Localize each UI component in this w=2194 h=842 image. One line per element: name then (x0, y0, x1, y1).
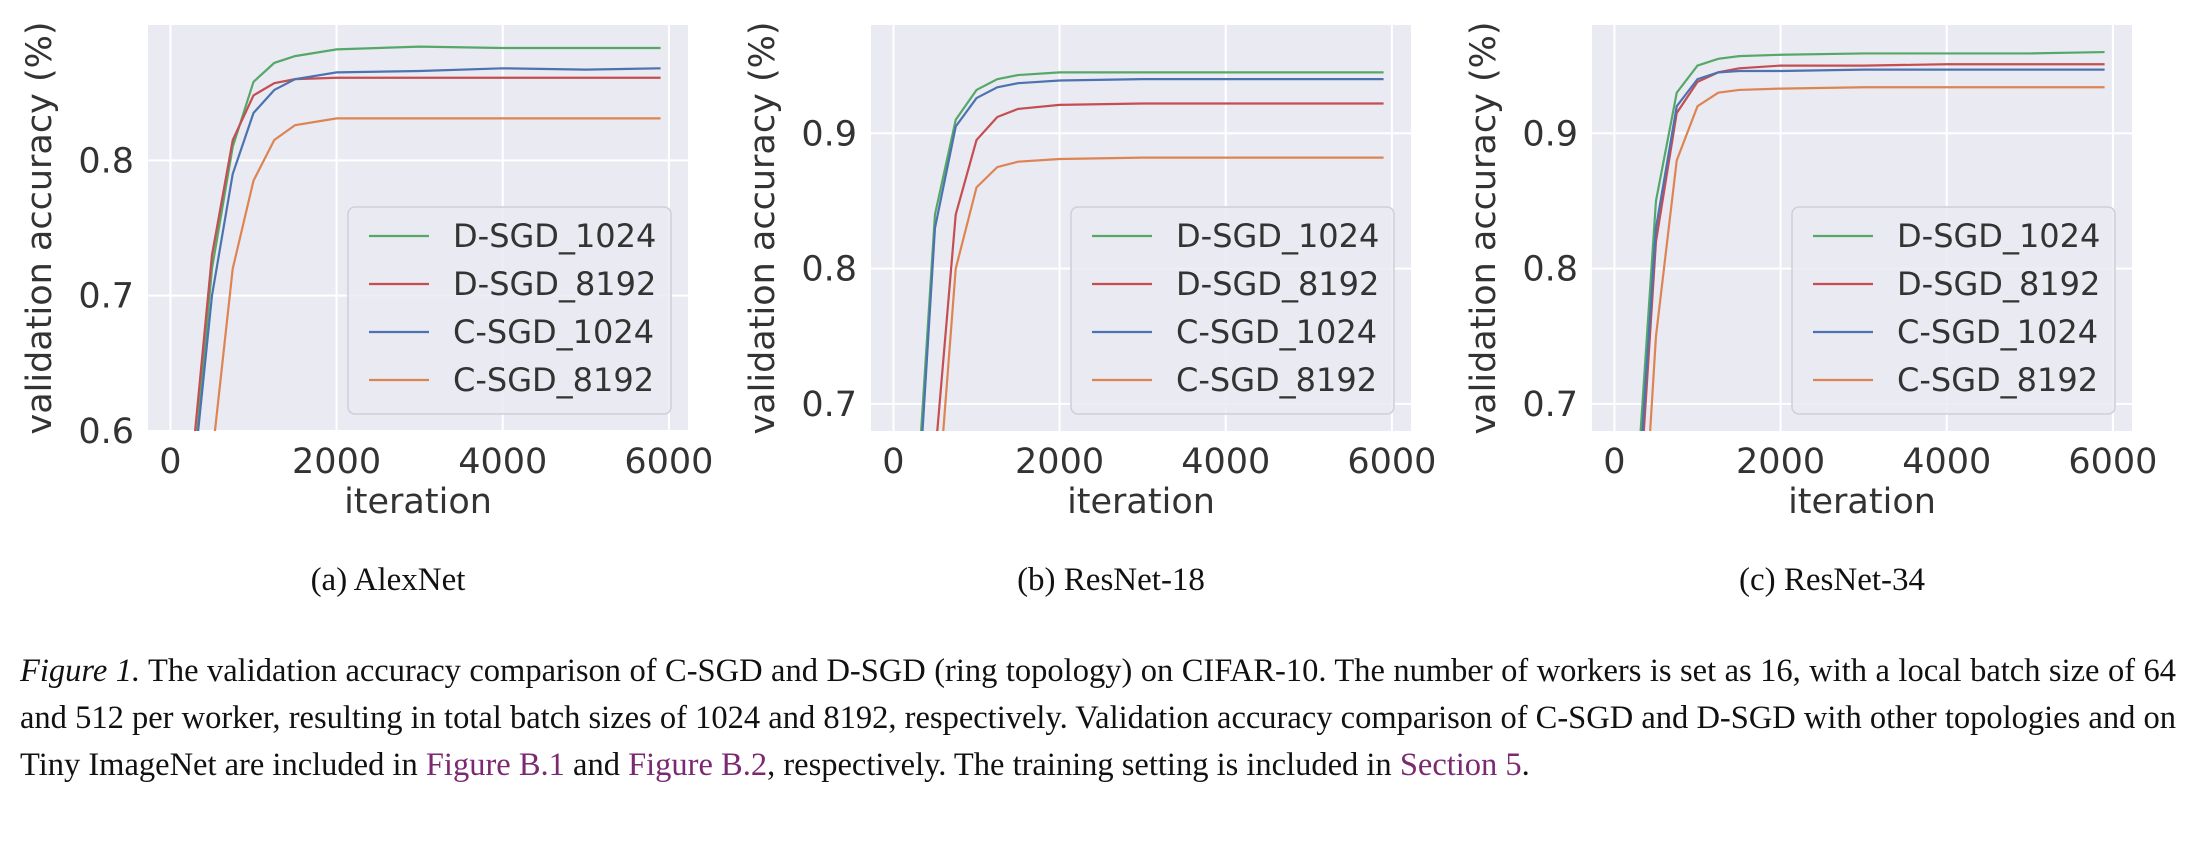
y-axis-label: validation accuracy (%) (1464, 21, 1504, 434)
x-tick-label: 4000 (1902, 442, 1991, 482)
series-line (213, 117, 661, 431)
x-tick-label: 0 (1603, 442, 1625, 482)
legend-label: D-SGD_8192 (1897, 265, 2100, 303)
legend-box (1070, 206, 1395, 415)
legend-label: D-SGD_8192 (453, 265, 656, 303)
lines (193, 45, 661, 431)
figure-caption: Figure 1. The validation accuracy compar… (20, 648, 2176, 789)
y-axis-label: validation accuracy (%) (743, 21, 783, 434)
y-tick-label: 0.9 (801, 114, 857, 154)
legend-label: D-SGD_1024 (1176, 217, 1379, 255)
x-tick-label: 0 (159, 442, 181, 482)
caption-link[interactable]: Figure B.2 (628, 747, 768, 783)
y-tick-label: 0.8 (801, 250, 857, 290)
legend-label: C-SGD_1024 (453, 313, 654, 351)
series-line (920, 71, 1384, 431)
x-tick-label: 2000 (1736, 442, 1825, 482)
caption-link[interactable]: Figure B.1 (425, 747, 565, 783)
y-tick-label: 0.9 (1522, 114, 1578, 154)
series-line (921, 78, 1384, 431)
series-line (1649, 86, 2105, 431)
legend: D-SGD_1024 D-SGD_8192 C-SGD_1024 C-SGD_8192 (1791, 206, 2116, 415)
caption-label: Figure 1. (20, 653, 141, 689)
legend-label: D-SGD_8192 (1176, 265, 1379, 303)
caption-text: , respectively. The training setting is … (767, 747, 1400, 783)
legend: D-SGD_1024 D-SGD_8192 C-SGD_1024 C-SGD_8192 (347, 206, 672, 415)
figure-panels: 0.6 0.7 0.8 0 2000 4000 6000 iteration validatio… (20, 21, 2157, 598)
series-line (936, 102, 1384, 431)
y-tick-label: 0.7 (801, 385, 857, 425)
series-line (1639, 50, 2105, 431)
subcaption: (a) AlexNet (311, 562, 466, 598)
series-line (1641, 68, 2105, 431)
x-tick-label: 0 (882, 442, 904, 482)
y-tick-label: 0.8 (78, 141, 134, 181)
x-tick-label: 6000 (1347, 442, 1436, 482)
legend-label: C-SGD_8192 (453, 361, 654, 399)
legend-label: C-SGD_8192 (1176, 361, 1377, 399)
chart: 0.7 0.8 0.9 0 2000 4000 6000 iteration validatio… (1464, 21, 2157, 598)
series-line (197, 67, 661, 431)
x-axis-label: iteration (1788, 482, 1936, 522)
legend-label: D-SGD_1024 (1897, 217, 2100, 255)
legend-label: C-SGD_8192 (1897, 361, 2098, 399)
y-tick-label: 0.7 (78, 277, 134, 317)
y-tick-label: 0.8 (1522, 250, 1578, 290)
x-axis-label: iteration (344, 482, 492, 522)
x-tick-label: 4000 (458, 442, 547, 482)
chart: 0.6 0.7 0.8 0 2000 4000 6000 iteration validatio… (20, 21, 713, 598)
y-axis-label: validation accuracy (%) (20, 21, 60, 434)
x-tick-label: 6000 (624, 442, 713, 482)
caption-link[interactable]: Section 5 (1399, 747, 1522, 783)
lines (920, 71, 1384, 431)
legend-box (1791, 206, 2116, 415)
series-line (942, 156, 1384, 431)
x-tick-label: 2000 (1015, 442, 1104, 482)
legend: D-SGD_1024 D-SGD_8192 C-SGD_1024 C-SGD_8192 (1070, 206, 1395, 415)
x-axis-label: iteration (1067, 482, 1215, 522)
legend-label: C-SGD_1024 (1176, 313, 1377, 351)
y-tick-label: 0.6 (78, 412, 134, 452)
lines (1639, 50, 2105, 431)
x-tick-label: 4000 (1181, 442, 1270, 482)
series-line (196, 45, 661, 431)
chart: 0.7 0.8 0.9 0 2000 4000 6000 iteration validatio… (743, 21, 1436, 598)
caption-text: . (1521, 747, 1530, 783)
legend-label: C-SGD_1024 (1897, 313, 2098, 351)
x-tick-label: 6000 (2068, 442, 2157, 482)
y-tick-label: 0.7 (1522, 385, 1578, 425)
legend-label: D-SGD_1024 (453, 217, 656, 255)
caption-text: and (564, 747, 629, 783)
legend-box (347, 206, 672, 415)
x-tick-label: 2000 (292, 442, 381, 482)
series-line (1642, 63, 2105, 431)
subcaption: (c) ResNet-34 (1739, 562, 1925, 598)
subcaption: (b) ResNet-18 (1017, 562, 1205, 598)
caption-text: The validation accuracy comparison of C-… (20, 653, 2176, 783)
